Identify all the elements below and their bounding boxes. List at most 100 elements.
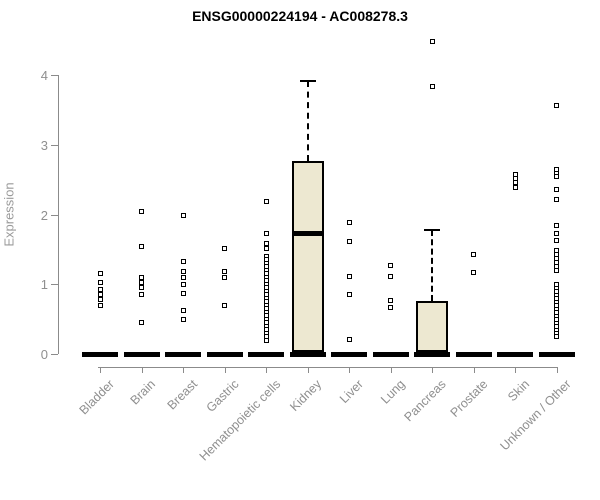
- x-axis-tick: [183, 367, 184, 373]
- outlier-point: [139, 285, 144, 291]
- y-axis-tick-label: 2: [40, 207, 48, 223]
- whisker-cap: [424, 228, 440, 231]
- outlier-point: [263, 246, 269, 252]
- outlier-point: [180, 290, 186, 296]
- outlier-point: [554, 103, 559, 109]
- zero-median-bar: [414, 351, 450, 357]
- x-axis-category-label: Bladder: [76, 377, 117, 418]
- outlier-point: [512, 184, 518, 190]
- zero-median-bar: [82, 351, 118, 357]
- y-axis-tick-label: 3: [40, 137, 48, 153]
- outlier-point: [388, 297, 393, 303]
- zero-median-bar: [455, 351, 492, 357]
- x-axis-category-label: Prostate: [447, 377, 491, 420]
- box-pancreas: [416, 300, 448, 354]
- outlier-point: [554, 197, 559, 203]
- y-axis-tick: [51, 284, 58, 286]
- outlier-point: [429, 39, 435, 45]
- y-axis-tick: [51, 354, 58, 355]
- outlier-point: [554, 268, 559, 274]
- x-axis-tick: [349, 367, 350, 373]
- box-kidney: [291, 161, 324, 352]
- x-axis-tick: [266, 367, 267, 373]
- outlier-point: [180, 281, 186, 287]
- outlier-point: [139, 280, 144, 286]
- outlier-point: [554, 186, 559, 192]
- outlier-point: [180, 307, 186, 313]
- median-line: [291, 230, 324, 236]
- outlier-point: [263, 230, 269, 236]
- whisker-cap: [299, 79, 316, 82]
- outlier-point: [139, 244, 144, 250]
- y-axis-line: [58, 75, 59, 354]
- outlier-point: [180, 213, 186, 219]
- zero-median-bar: [538, 351, 575, 357]
- outlier-point: [263, 241, 269, 247]
- x-axis-category-label: Hematopoietic cells: [196, 377, 283, 464]
- x-axis-tick: [515, 367, 516, 373]
- outlier-point: [429, 83, 435, 89]
- outlier-point: [471, 269, 476, 275]
- outlier-point: [97, 292, 103, 298]
- x-axis-category-label: Unknown / Other: [497, 377, 574, 454]
- zero-median-bar: [372, 351, 409, 357]
- x-axis-tick: [307, 367, 309, 373]
- outlier-point: [222, 302, 227, 308]
- outlier-point: [346, 336, 352, 342]
- y-axis-tick-label: 0: [40, 347, 48, 362]
- outlier-point: [263, 337, 269, 343]
- outlier-point: [346, 292, 352, 298]
- zero-median-bar: [497, 351, 533, 357]
- zero-median-bar: [248, 351, 284, 357]
- outlier-point: [180, 317, 186, 323]
- zero-median-bar: [206, 351, 243, 357]
- outlier-point: [139, 291, 144, 297]
- x-axis-tick: [100, 367, 101, 373]
- outlier-point: [139, 274, 144, 280]
- outlier-point: [346, 238, 352, 244]
- x-axis-tick: [141, 367, 143, 373]
- x-axis-tick: [390, 367, 392, 373]
- outlier-point: [97, 302, 103, 308]
- outlier-point: [97, 271, 103, 277]
- outlier-point: [512, 179, 518, 185]
- y-axis-tick-label: 1: [40, 277, 48, 293]
- outlier-point: [388, 262, 393, 268]
- x-axis-category-label: Skin: [504, 377, 532, 405]
- x-axis-line: [98, 367, 558, 368]
- outlier-point: [97, 286, 103, 292]
- outlier-point: [97, 297, 103, 303]
- outlier-point: [222, 269, 227, 275]
- upper-whisker: [306, 80, 309, 162]
- y-axis-tick-label: 4: [40, 68, 48, 83]
- outlier-point: [180, 259, 186, 265]
- upper-whisker: [431, 229, 433, 301]
- x-axis-category-label: Brain: [127, 377, 159, 408]
- outlier-point: [222, 246, 227, 252]
- outlier-point: [388, 274, 393, 280]
- outlier-point: [471, 251, 476, 257]
- zero-median-bar: [289, 351, 326, 357]
- outlier-point: [554, 237, 559, 243]
- outlier-point: [554, 223, 559, 229]
- outlier-point: [263, 199, 269, 205]
- x-axis-category-label: Kidney: [287, 377, 325, 414]
- outlier-point: [180, 269, 186, 275]
- outlier-point: [139, 320, 144, 326]
- x-axis-tick: [432, 367, 433, 373]
- outlier-point: [97, 280, 103, 286]
- outlier-point: [554, 174, 559, 180]
- x-axis-tick: [556, 367, 558, 373]
- x-axis-category-label: Breast: [164, 377, 200, 413]
- chart-title: ENSG00000224194 - AC008278.3: [192, 8, 408, 24]
- zero-median-bar: [123, 351, 160, 357]
- y-axis-tick: [51, 214, 58, 216]
- x-axis-category-label: Gastric: [203, 377, 242, 415]
- y-axis-title: Expression: [1, 182, 17, 247]
- outlier-point: [222, 274, 227, 280]
- x-axis-category-label: Liver: [336, 377, 366, 407]
- y-axis-tick: [51, 75, 58, 76]
- zero-median-bar: [331, 351, 367, 357]
- outlier-point: [180, 275, 186, 281]
